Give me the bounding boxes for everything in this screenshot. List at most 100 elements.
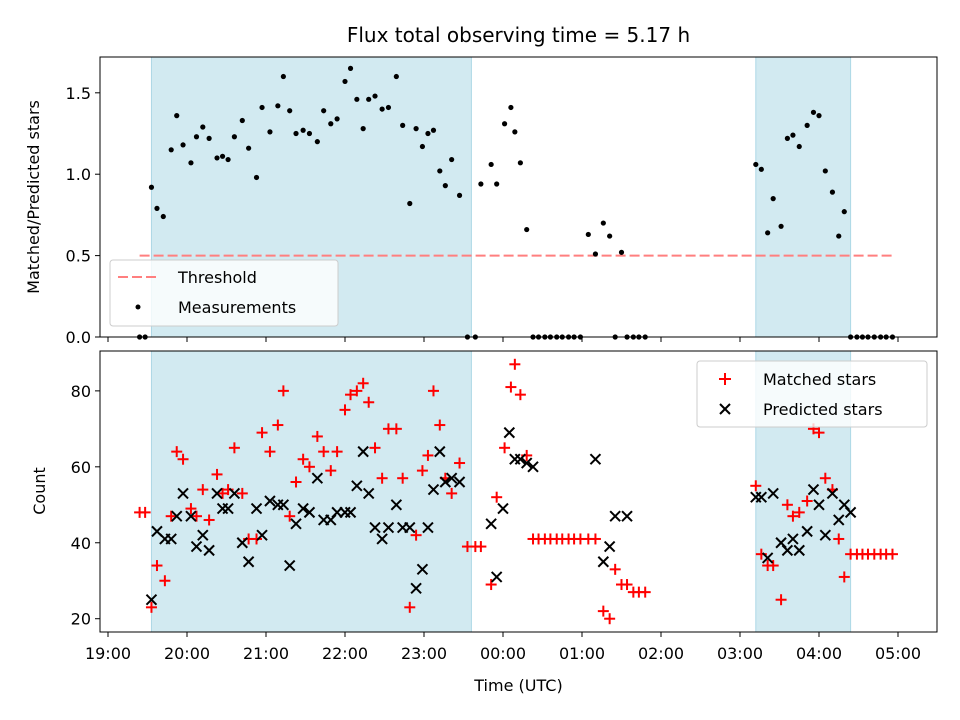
matched-star-point [339,404,351,416]
predicted-marker-b [416,563,429,576]
predicted-marker-b [351,480,363,492]
measurement-point [501,121,508,127]
predicted-star-point [497,502,509,515]
matched-star-point [404,601,416,613]
predicted-star-point [813,499,825,511]
measurement-point [437,168,443,174]
matched-star-point [775,594,787,606]
measurement-point [174,113,180,119]
predicted-marker-b [382,521,395,534]
matched-star-point [505,381,517,393]
matched-star-point [331,446,343,458]
measurement-point [829,189,836,195]
matched-star-point [589,533,601,545]
predicted-star-point [277,499,290,511]
predicted-marker-b [485,518,497,530]
predicted-star-point [490,571,503,583]
ratio-panel: 0.0 0.5 1.0 1.5 Matched/Predicted stars Thr… [24,56,938,347]
measurement-point [524,226,530,233]
predicted-star-point [503,426,516,439]
predicted-marker-b [357,445,369,458]
legend-threshold-label: Threshold [177,268,257,287]
predicted-star-point [242,556,255,568]
measurement-points [137,65,896,340]
predicted-star-point [844,506,857,519]
matched-star-points [134,358,898,625]
predicted-marker-b [222,502,234,515]
matched-star-point [256,427,268,439]
measurement-point [314,139,320,145]
predicted-marker-b [767,487,779,500]
bottom-y-ticks: 20 40 60 80 [71,382,100,629]
measurement-point [778,223,784,229]
matched-star-point [767,560,779,572]
measurement-point [293,130,299,137]
measurement-point [239,117,245,124]
measurement-point [385,104,392,111]
predicted-star-point [311,472,324,484]
predicted-star-point [793,544,805,557]
predicted-marker-b [434,445,446,458]
predicted-star-point [819,529,832,541]
measurement-point [796,143,802,150]
measurement-point [275,103,281,109]
y-tick-label: 1.0 [66,165,91,184]
matched-star-point [793,506,805,518]
matched-star-point [446,487,458,499]
predicted-star-point [283,559,296,572]
matched-star-point [145,601,157,613]
y-tick-label: 40 [71,534,91,553]
predicted-star-point [514,453,527,465]
measurement-point [810,109,817,115]
measurement-point [816,113,822,119]
measurement-point [342,78,348,85]
measurement-point [517,160,523,166]
measurement-point [822,168,828,174]
predicted-marker-b [190,540,203,553]
y-tick-label: 1.5 [66,84,91,103]
predicted-marker-b [277,499,290,511]
bottom-x-ticks: 19:00 20:00 21:00 22:00 23:00 00:00 01:00 02:00… [85,632,921,663]
measurement-point [758,166,764,172]
measurement-point [442,183,448,189]
predicted-marker-b [589,453,602,465]
matched-star-point [369,442,381,454]
x-axis-label: Time (UTC) [473,676,562,695]
measurement-point [456,192,463,198]
measurement-point [425,130,431,137]
predicted-star-point [755,491,768,503]
measurement-point [188,160,194,166]
predicted-marker-b [171,510,183,522]
x-tick-label: 05:00 [875,644,921,663]
measurement-point [400,122,406,128]
measurement-point [765,230,771,236]
bottom-legend-box [696,360,928,428]
matched-star-point [410,529,422,541]
measurement-point [618,249,625,255]
matched-star-point [264,446,276,458]
predicted-marker-b [311,472,324,484]
measurement-point [607,233,613,239]
predicted-marker-b [297,502,309,515]
predicted-marker-b [151,525,163,538]
y-tick-label: 20 [71,610,91,629]
measurement-point [379,106,385,112]
predicted-star-point [826,487,839,500]
predicted-star-point [165,533,177,545]
predicted-star-point [427,483,440,496]
measurement-point [753,161,759,168]
matched-star-point [211,468,223,480]
measurement-point [193,134,200,140]
measurement-point [280,73,286,80]
predicted-marker-b [755,491,768,503]
measurement-point [512,129,518,135]
measurement-point [841,209,847,215]
predicted-marker-b [369,521,381,534]
y-tick-label: 0.5 [66,247,91,266]
predicted-marker-b [390,499,403,511]
predicted-star-point [597,556,610,568]
measurement-point [200,124,206,130]
matched-star-point [416,465,428,477]
predicted-marker-b [520,457,533,469]
measurement-point [267,129,273,135]
